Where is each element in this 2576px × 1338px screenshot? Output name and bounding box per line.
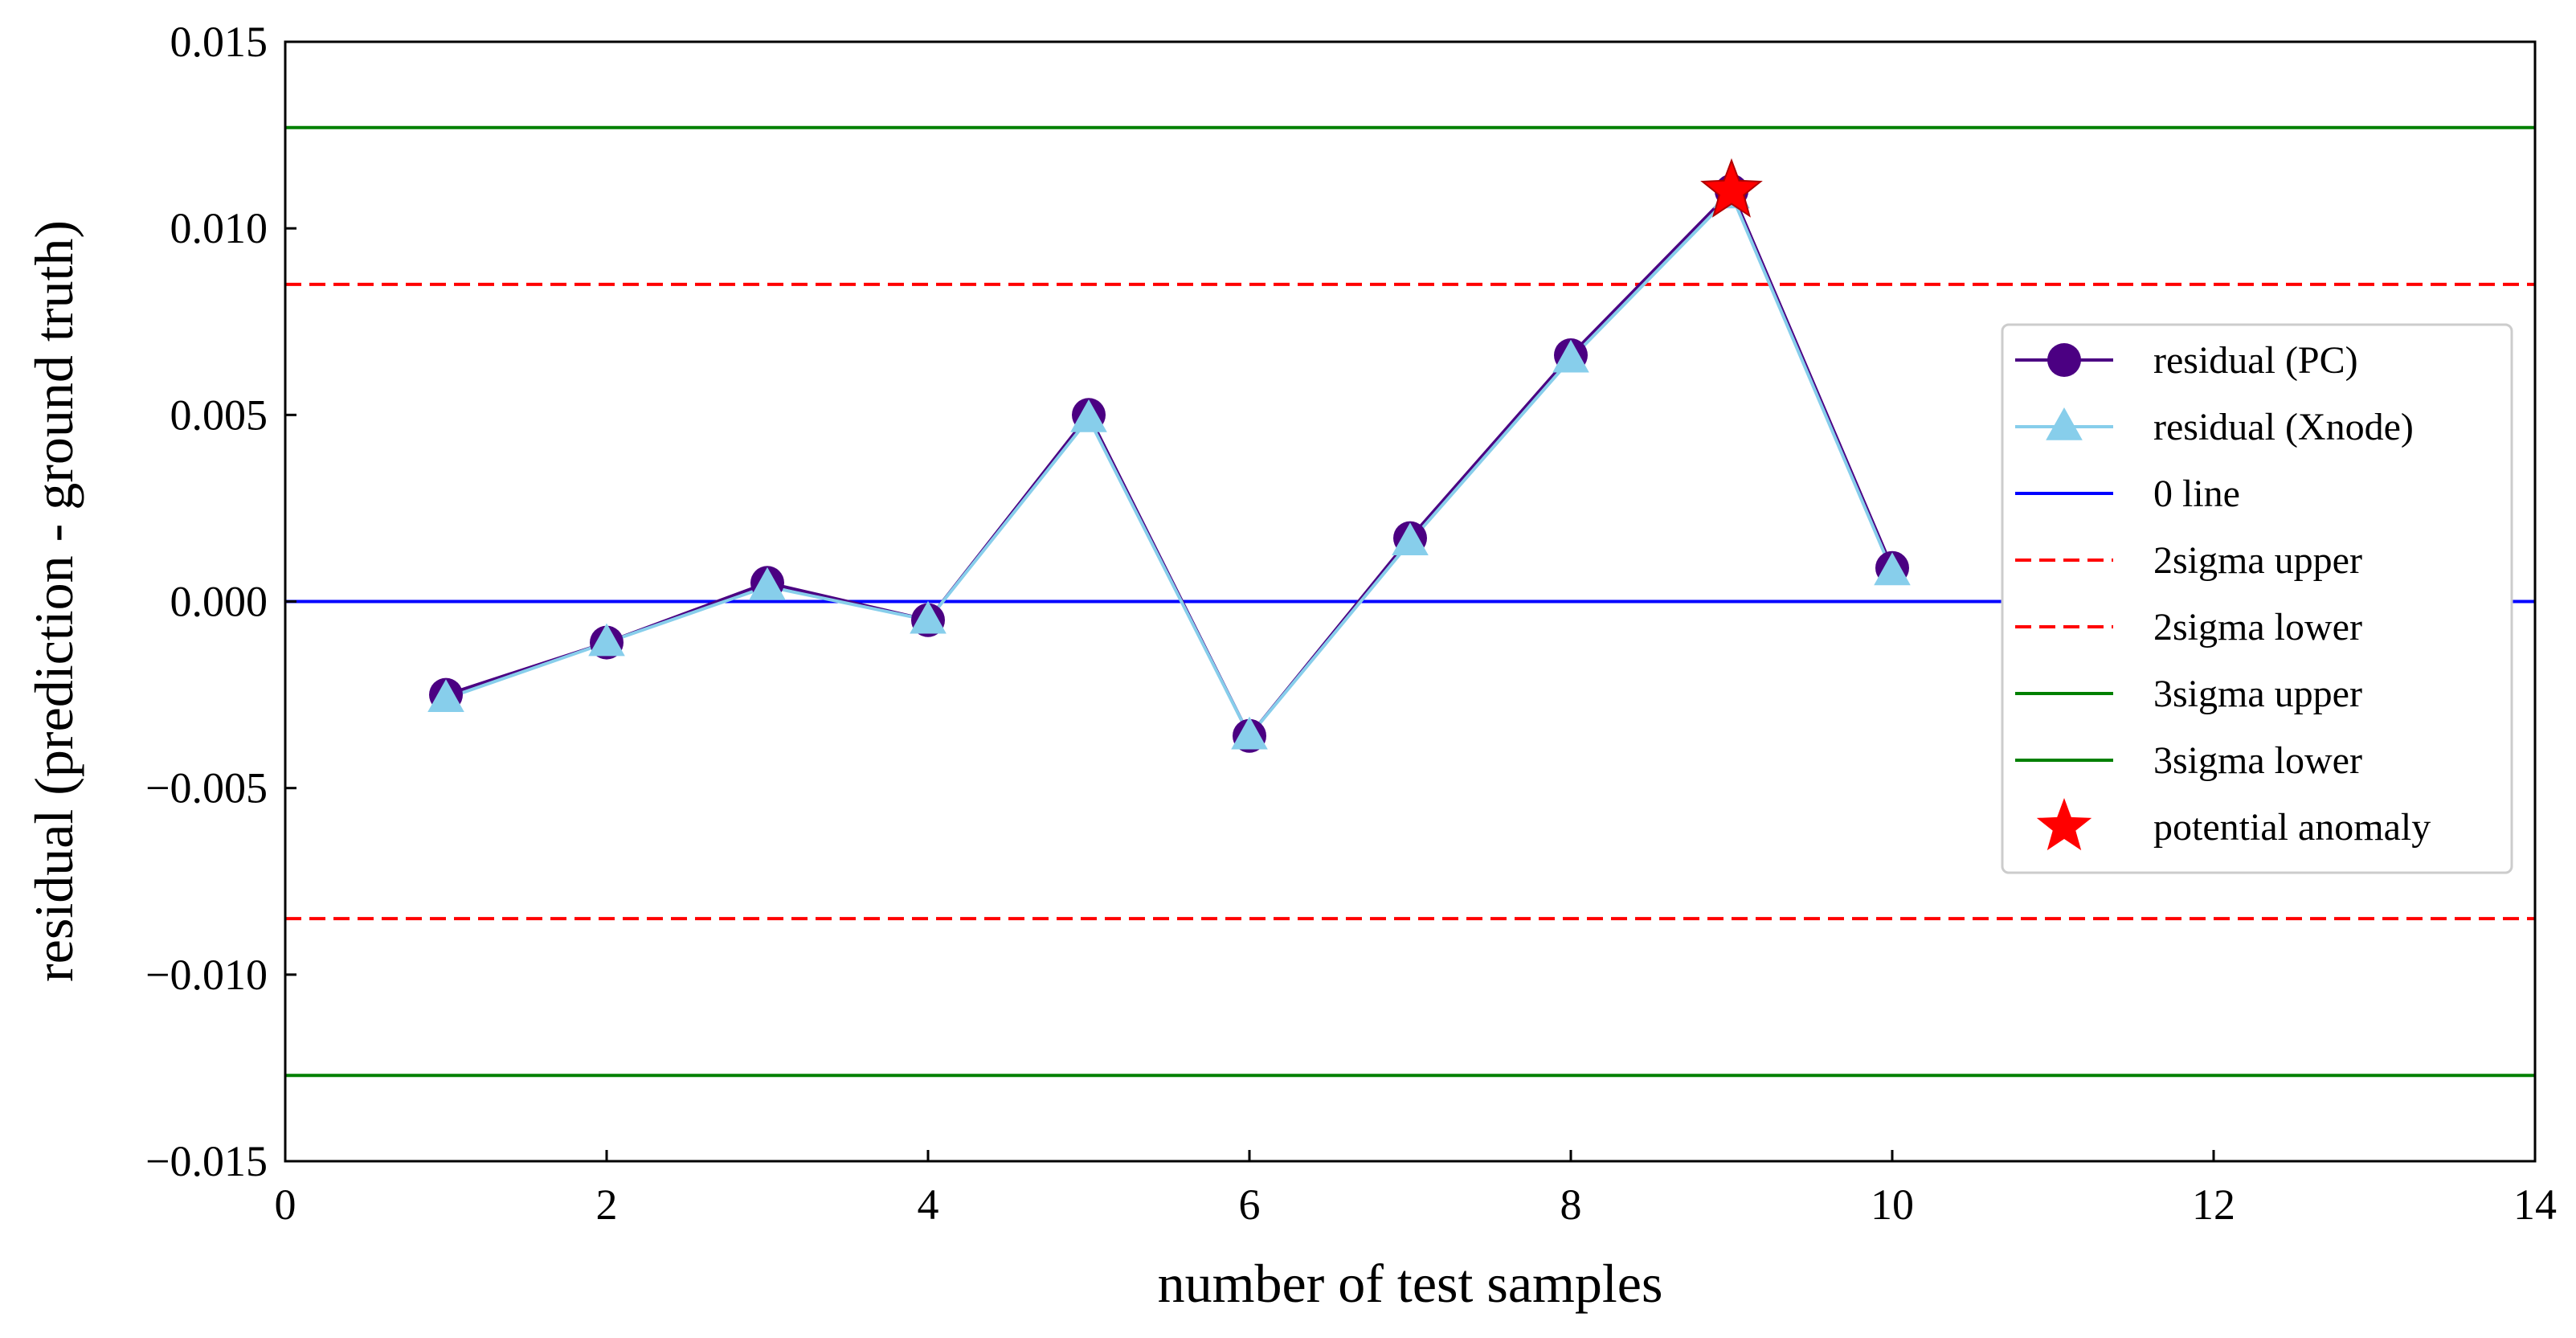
series-line-2 — [445, 191, 1894, 739]
legend-entry-8-label: potential anomaly — [2153, 806, 2431, 849]
x-axis-label: number of test samples — [1158, 1253, 1663, 1314]
anomaly-layer — [1700, 158, 1763, 218]
x-axis-ticks: 0 2 4 6 8 10 12 14 — [275, 1150, 2557, 1229]
legend-entry-2-label: residual (Xnode) — [2153, 406, 2414, 448]
anomaly-star-1 — [1700, 158, 1763, 218]
y-tick-label: 0.015 — [170, 18, 268, 66]
x-tick-label: 8 — [1560, 1180, 1582, 1229]
series-2-point-5 — [1070, 399, 1107, 432]
legend-box — [2001, 323, 2513, 874]
y-tick-label: 0.010 — [170, 204, 268, 252]
series-2-point-1 — [427, 679, 464, 712]
x-tick-label: 12 — [2192, 1180, 2235, 1229]
legend-entry-1-label: residual (PC) — [2153, 339, 2358, 382]
x-tick-label: 14 — [2513, 1180, 2557, 1229]
legend-entry-7-label: 3sigma lower — [2153, 739, 2362, 782]
y-tick-label: 0.000 — [170, 578, 268, 626]
legend-entry-1-marker — [2047, 343, 2081, 377]
series-2-point-4 — [910, 600, 947, 634]
series-2-point-2 — [588, 623, 625, 657]
legend: residual (PC) residual (Xnode) 0 line 2sigm… — [2001, 323, 2513, 874]
series-2-point-6 — [1231, 716, 1268, 750]
x-tick-label: 10 — [1871, 1180, 1914, 1229]
series-2-point-8 — [1552, 339, 1589, 373]
legend-entry-5-label: 2sigma lower — [2153, 606, 2362, 649]
series-layer — [427, 174, 1911, 753]
x-tick-label: 0 — [275, 1180, 296, 1229]
legend-entry-4-label: 2sigma upper — [2153, 539, 2362, 582]
series-line-1 — [445, 188, 1894, 739]
legend-entry-6-label: 3sigma upper — [2153, 673, 2362, 715]
y-axis-ticks: −0.015 −0.010 −0.005 0.000 0.005 0.010 0.015 — [145, 18, 296, 1185]
x-tick-label: 4 — [918, 1180, 939, 1229]
legend-entry-2-marker — [2046, 407, 2083, 440]
y-tick-label: −0.015 — [145, 1137, 268, 1185]
series-2-point-7 — [1392, 522, 1429, 555]
legend-entry-3-label: 0 line — [2153, 473, 2240, 515]
y-tick-label: −0.005 — [145, 764, 268, 812]
x-tick-label: 2 — [596, 1180, 618, 1229]
legend-entry-8-marker — [2036, 798, 2092, 851]
y-axis-label: residual (prediction - ground truth) — [23, 220, 84, 982]
series-2-point-3 — [749, 567, 786, 600]
y-tick-label: 0.005 — [170, 391, 268, 439]
x-tick-label: 6 — [1239, 1180, 1261, 1229]
y-tick-label: −0.010 — [145, 951, 268, 999]
series-2-point-10 — [1874, 552, 1911, 586]
